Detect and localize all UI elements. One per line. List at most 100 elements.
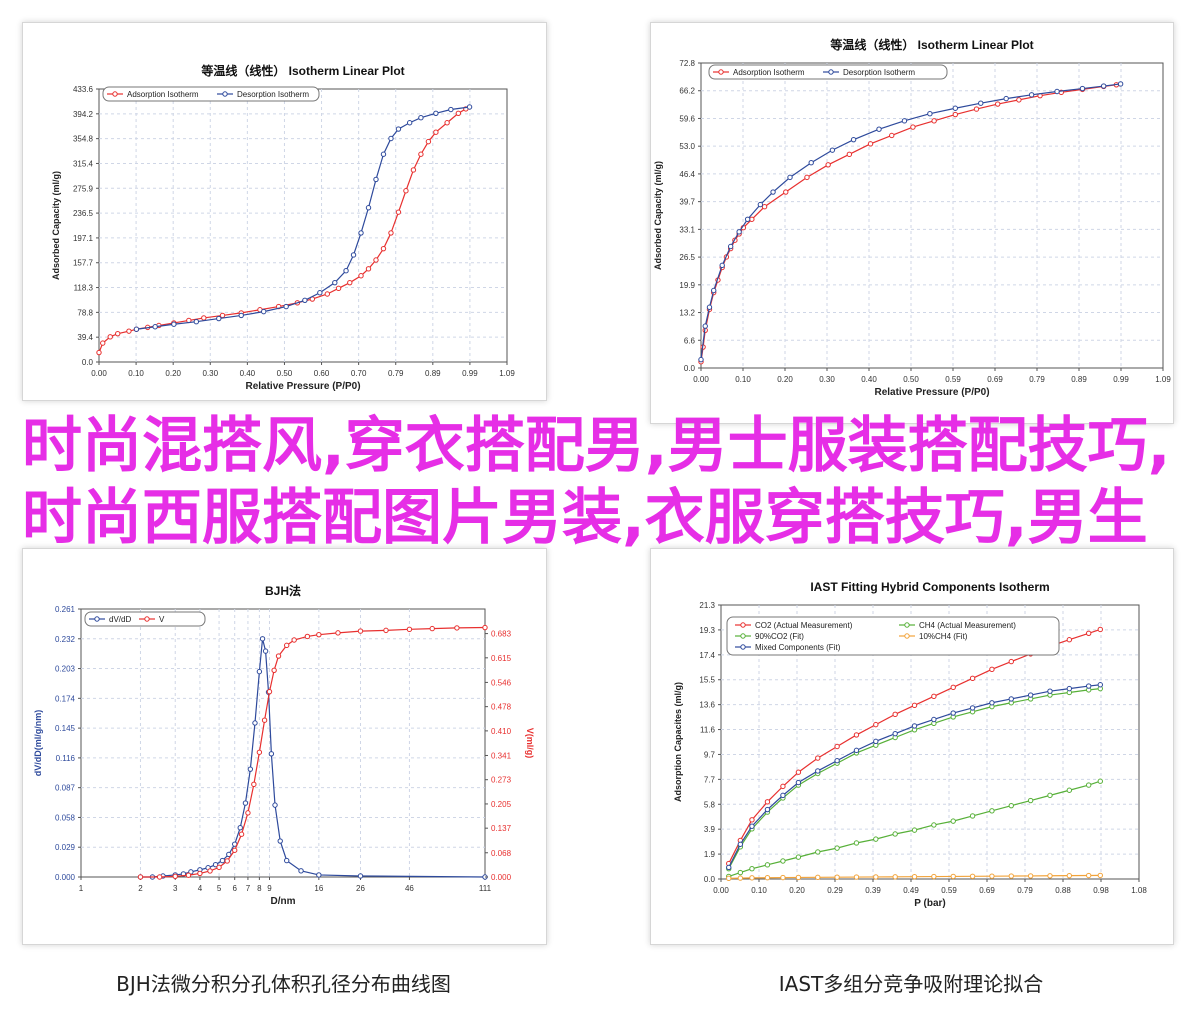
x-tick-label: 0.20 <box>789 886 805 895</box>
data-point <box>815 755 821 761</box>
data-point <box>952 105 959 111</box>
data-point <box>1097 872 1103 879</box>
y-tick-label: 7.7 <box>704 775 716 784</box>
x-tick-label: 0.79 <box>388 369 404 378</box>
legend-box <box>726 616 1060 656</box>
data-point <box>418 115 424 121</box>
y2-tick-label: 0.478 <box>491 703 512 712</box>
data-point <box>1008 802 1014 809</box>
data-point <box>719 262 725 269</box>
data-point <box>757 201 764 208</box>
legend-box <box>102 86 320 102</box>
x-tick-label: 16 <box>314 884 323 893</box>
data-point <box>749 875 755 881</box>
legend-marker <box>112 91 118 97</box>
data-point <box>232 847 238 853</box>
data-point <box>1008 658 1014 665</box>
chart-panel-iast: 0.0 1.9 3.9 5.8 7.7 9.7 11.6 13.6 15.5 17.4 19.3 21… <box>650 548 1174 945</box>
y-tick-label: 53.0 <box>679 142 695 151</box>
data-point <box>780 792 786 799</box>
y2-tick-label: 0.273 <box>491 776 512 785</box>
x-axis-label: Relative Pressure (P/P0) <box>245 381 360 392</box>
y-tick-label: 78.8 <box>77 308 93 317</box>
chart-panel-bjh: 0.000 0.029 0.058 0.087 0.116 0.145 0.174 0.203… <box>22 548 547 945</box>
data-point <box>737 875 744 881</box>
overlay-headline: 时尚混搭风,穿衣搭配男,男士服装搭配技巧,时尚西服搭配图片男装,衣服穿搭技巧,男… <box>22 410 1192 554</box>
y-tick-label: 157.7 <box>73 259 94 268</box>
legend-marker <box>144 616 150 622</box>
data-point <box>406 120 413 126</box>
x-tick-label: 1 <box>79 884 84 893</box>
data-point <box>749 823 755 829</box>
data-point <box>834 757 840 764</box>
data-point <box>989 700 995 706</box>
data-point <box>448 106 454 113</box>
data-point <box>901 118 908 124</box>
data-point <box>455 110 462 117</box>
data-point <box>283 303 289 310</box>
data-point <box>873 738 879 745</box>
data-point <box>133 326 140 332</box>
data-point <box>100 340 106 346</box>
data-point <box>1054 88 1060 95</box>
data-point <box>272 802 278 808</box>
x-tick-label: 26 <box>356 884 365 893</box>
series-line <box>728 874 1101 879</box>
y-axis-label: dV/dD(ml/g/nm) <box>33 710 43 777</box>
data-point <box>444 120 450 126</box>
x-tick-label: 0.79 <box>1017 886 1033 895</box>
x-tick-label: 7 <box>246 884 251 893</box>
legend-marker <box>94 616 100 622</box>
y-tick-label: 66.2 <box>679 87 695 96</box>
data-point <box>711 287 717 294</box>
data-point <box>358 230 364 236</box>
data-point <box>873 721 879 728</box>
x-axis-label: P (bar) <box>914 898 946 909</box>
data-point <box>283 642 290 649</box>
y2-tick-label: 0.615 <box>491 654 512 663</box>
y-tick-label: 197.1 <box>73 234 94 243</box>
data-point <box>261 717 268 723</box>
data-point <box>395 209 402 215</box>
data-point <box>237 825 243 831</box>
data-point <box>1066 685 1073 692</box>
data-point <box>815 874 821 881</box>
data-point <box>317 290 323 296</box>
data-point <box>744 216 751 222</box>
chart-iast-fitting: 0.0 1.9 3.9 5.8 7.7 9.7 11.6 13.6 15.5 17.4 19.3 21… <box>673 580 1147 909</box>
x-tick-label: 0.39 <box>865 886 881 895</box>
data-point <box>889 132 895 139</box>
data-point <box>357 628 364 634</box>
x-tick-label: 0.89 <box>425 369 441 378</box>
data-point <box>260 308 267 315</box>
data-point <box>271 667 277 673</box>
x-tick-label: 0.59 <box>945 375 961 384</box>
data-point <box>332 279 338 286</box>
y-tick-label: 433.6 <box>73 85 94 94</box>
data-point <box>853 732 860 738</box>
data-point <box>262 648 269 654</box>
data-point <box>846 151 853 158</box>
data-point <box>1016 97 1022 103</box>
data-point <box>873 836 879 842</box>
y-tick-label: 118.3 <box>74 284 94 293</box>
y-tick-label: 6.6 <box>684 336 696 345</box>
series-line <box>728 688 1101 869</box>
data-point <box>298 868 304 874</box>
x-tick-label: 0.49 <box>903 886 919 895</box>
data-point <box>910 124 916 130</box>
data-point <box>950 818 956 824</box>
data-point <box>275 653 282 659</box>
data-point <box>1027 873 1034 879</box>
x-tick-label: 4 <box>198 884 203 893</box>
data-point <box>373 176 379 183</box>
x-tick-label: 8 <box>257 884 262 893</box>
y-tick-label: 9.7 <box>704 750 716 759</box>
y-tick-label: 46.4 <box>679 170 695 179</box>
data-point <box>764 799 771 805</box>
y-tick-label: 0.000 <box>55 873 76 882</box>
y-tick-label: 13.2 <box>679 309 695 318</box>
x-tick-label: 0.69 <box>987 375 1003 384</box>
data-point <box>829 147 836 153</box>
x-tick-label: 0.30 <box>819 375 835 384</box>
